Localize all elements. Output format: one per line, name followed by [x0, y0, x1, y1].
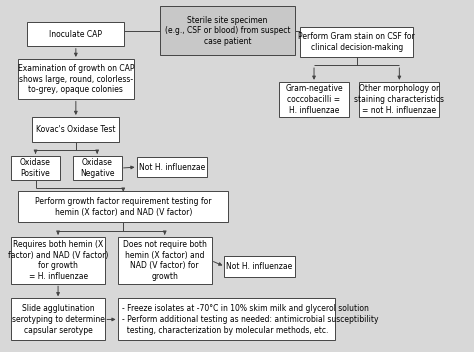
Text: Requires both hemin (X
factor) and NAD (V factor)
for growth
= H. influenzae: Requires both hemin (X factor) and NAD (…: [8, 240, 108, 281]
Text: - Freeze isolates at -70°C in 10% skim milk and glycerol solution
- Perform addi: - Freeze isolates at -70°C in 10% skim m…: [122, 304, 379, 335]
FancyBboxPatch shape: [27, 22, 124, 46]
FancyBboxPatch shape: [160, 6, 295, 55]
Text: Gram-negative
coccobacilli =
H. influenzae: Gram-negative coccobacilli = H. influenz…: [285, 84, 343, 115]
Text: Not H. influenzae: Not H. influenzae: [139, 163, 205, 171]
FancyBboxPatch shape: [118, 237, 212, 284]
Text: Kovac's Oxidase Test: Kovac's Oxidase Test: [36, 125, 116, 134]
Text: Perform growth factor requirement testing for
hemin (X factor) and NAD (V factor: Perform growth factor requirement testin…: [35, 197, 211, 217]
FancyBboxPatch shape: [300, 27, 413, 57]
FancyBboxPatch shape: [359, 82, 439, 117]
Text: Slide agglutination
serotyping to determine
capsular serotype: Slide agglutination serotyping to determ…: [12, 304, 104, 335]
FancyBboxPatch shape: [11, 298, 105, 340]
FancyBboxPatch shape: [18, 59, 134, 99]
FancyBboxPatch shape: [224, 256, 295, 277]
Text: Oxidase
Negative: Oxidase Negative: [80, 158, 114, 178]
Text: Inoculate CAP: Inoculate CAP: [49, 30, 102, 39]
Text: Not H. influenzae: Not H. influenzae: [227, 262, 292, 271]
FancyBboxPatch shape: [279, 82, 349, 117]
FancyBboxPatch shape: [73, 156, 122, 180]
Text: Oxidase
Positive: Oxidase Positive: [20, 158, 51, 178]
Text: Other morphology or
staining characteristics
= not H. influenzae: Other morphology or staining characteris…: [355, 84, 444, 115]
Text: Does not require both
hemin (X factor) and
NAD (V factor) for
growth: Does not require both hemin (X factor) a…: [123, 240, 207, 281]
FancyBboxPatch shape: [11, 237, 105, 284]
FancyBboxPatch shape: [18, 191, 228, 222]
FancyBboxPatch shape: [137, 157, 207, 177]
FancyBboxPatch shape: [11, 156, 60, 180]
Text: Perform Gram stain on CSF for
clinical decision-making: Perform Gram stain on CSF for clinical d…: [298, 32, 415, 52]
Text: Sterile site specimen
(e.g., CSF or blood) from suspect
case patient: Sterile site specimen (e.g., CSF or bloo…: [165, 15, 290, 46]
FancyBboxPatch shape: [32, 117, 119, 142]
Text: Examination of growth on CAP
shows large, round, colorless-
to-grey, opaque colo: Examination of growth on CAP shows large…: [18, 64, 134, 94]
FancyBboxPatch shape: [118, 298, 335, 340]
